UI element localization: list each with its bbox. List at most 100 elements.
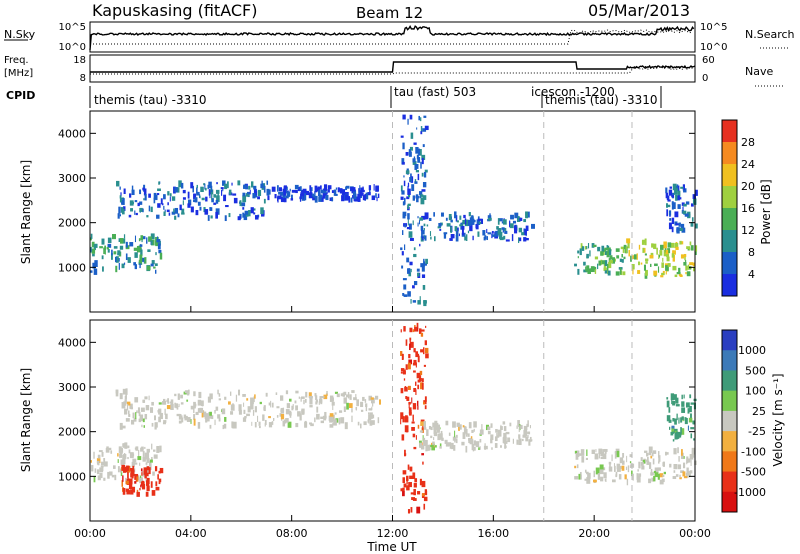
y-tick-label: 2000: [58, 217, 86, 230]
colorbar-tick-label: 12: [741, 224, 755, 237]
echo-cell: [586, 265, 590, 273]
echo-cell: [290, 198, 294, 201]
echo-cell: [103, 247, 105, 254]
echo-cell: [213, 194, 217, 198]
echo-cell: [422, 182, 427, 188]
echo-cell: [494, 443, 498, 448]
echo-cell: [415, 389, 417, 395]
echo-cell: [422, 195, 427, 200]
echo-cell: [90, 233, 93, 239]
echo-cell: [295, 189, 298, 194]
echo-cell: [257, 189, 262, 196]
echo-cell: [254, 421, 257, 428]
echo-cell: [160, 198, 163, 205]
echo-cell: [574, 465, 577, 469]
echo-cell: [507, 437, 511, 443]
echo-cell: [151, 422, 154, 427]
echo-cell: [257, 415, 259, 422]
echo-cell: [586, 477, 591, 484]
colorbar-tick-label: 500: [745, 364, 766, 377]
velocity-colorbar: Velocity [m s⁻¹] 100050010025-25-100-500…: [721, 329, 785, 513]
echo-cell: [146, 458, 150, 463]
echo-cell: [407, 464, 410, 470]
echo-cell: [186, 390, 189, 395]
echo-cell: [335, 193, 338, 196]
echo-cell: [681, 449, 683, 456]
colorbar-swatch: [722, 120, 737, 143]
echo-cell: [674, 242, 679, 249]
echo-cell: [488, 217, 492, 221]
echo-cell: [686, 402, 690, 407]
echo-cell: [259, 401, 262, 405]
echo-cell: [636, 253, 638, 260]
echo-cell: [235, 394, 238, 402]
echo-cell: [405, 339, 408, 346]
echo-cell: [118, 206, 121, 214]
echo-cell: [694, 248, 697, 256]
echo-cell: [429, 231, 432, 236]
echo-cell: [684, 256, 686, 261]
echo-cell: [579, 248, 582, 256]
echo-cell: [400, 488, 404, 492]
echo-cell: [400, 368, 405, 372]
echo-cell: [195, 209, 199, 216]
echo-cell: [158, 249, 162, 254]
echo-cell: [419, 243, 421, 247]
echo-cell: [127, 472, 129, 479]
echo-cell: [408, 412, 412, 416]
echo-cell: [280, 395, 284, 401]
echo-cell: [367, 419, 369, 423]
echo-cell: [487, 232, 492, 235]
echo-cell: [417, 356, 420, 363]
echo-cell: [465, 429, 468, 435]
echo-cell: [402, 491, 405, 497]
echo-cell: [587, 472, 591, 479]
echo-cell: [231, 182, 233, 186]
echo-cell: [231, 423, 236, 427]
echo-cell: [151, 260, 155, 265]
echo-cell: [208, 181, 212, 189]
echo-cell: [672, 431, 675, 434]
echo-cell: [523, 228, 526, 233]
echo-cell: [193, 414, 196, 420]
y-tick-label: 4000: [58, 127, 86, 140]
echo-cell: [419, 442, 422, 448]
echo-cell: [264, 419, 267, 425]
echo-cell: [276, 185, 279, 192]
echo-cell: [350, 187, 353, 191]
echo-cell: [142, 456, 146, 462]
echo-cell: [423, 347, 425, 355]
echo-cell: [300, 397, 302, 402]
echo-cell: [437, 424, 441, 431]
echo-cell: [400, 412, 404, 420]
echo-cell: [585, 457, 588, 460]
echo-cell: [676, 413, 678, 421]
search-label: N.Search: [745, 28, 795, 41]
echo-cell: [329, 424, 334, 428]
echo-cell: [693, 266, 696, 272]
echo-cell: [413, 142, 417, 145]
echo-cell: [402, 487, 405, 492]
echo-cell: [646, 460, 650, 465]
echo-cell: [423, 115, 427, 118]
echo-cell: [187, 392, 190, 396]
echo-cell: [210, 185, 213, 193]
echo-cell: [300, 189, 305, 193]
echo-cell: [267, 195, 270, 201]
echo-cell: [637, 270, 641, 274]
echo-cell: [689, 474, 691, 477]
echo-cell: [409, 146, 413, 151]
echo-cell: [285, 390, 289, 395]
y-tick-label: 2000: [58, 426, 86, 439]
echo-cell: [467, 219, 472, 226]
echo-cell: [500, 426, 503, 430]
echo-cell: [407, 193, 411, 198]
echo-cell: [648, 452, 652, 456]
echo-cell: [147, 249, 151, 252]
echo-cell: [244, 210, 249, 215]
echo-cell: [654, 467, 659, 473]
echo-cell: [250, 397, 254, 405]
echo-cell: [291, 189, 296, 193]
echo-cell: [132, 201, 134, 205]
echo-cell: [422, 425, 424, 430]
